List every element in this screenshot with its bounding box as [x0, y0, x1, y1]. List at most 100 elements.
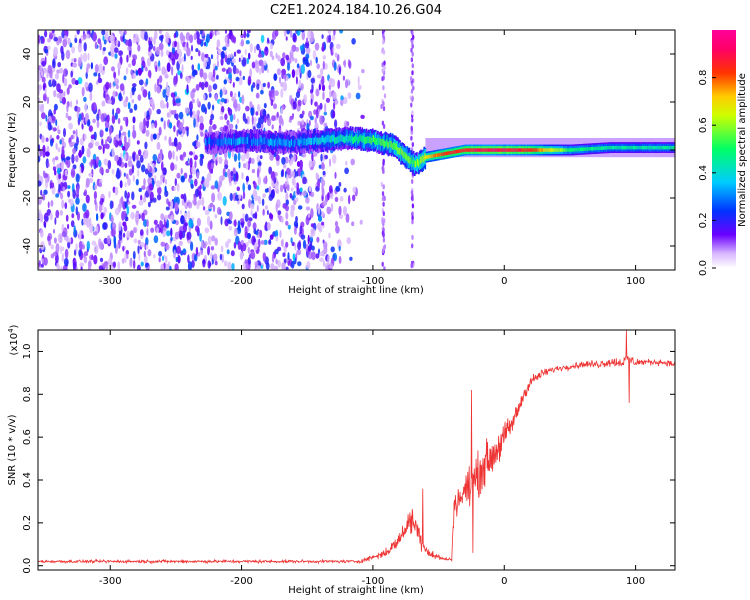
- heatmap-speckle: [291, 44, 297, 52]
- heatmap-speckle: [257, 53, 263, 58]
- heatmap-speckle: [269, 234, 274, 240]
- heatmap-speckle: [137, 239, 141, 245]
- heatmap-speckle: [239, 70, 242, 77]
- heatmap-speckle: [146, 57, 151, 67]
- ridge-cell: [449, 151, 452, 155]
- heatmap-speckle: [209, 220, 213, 230]
- heatmap-speckle: [194, 160, 197, 168]
- ridge-cell: [496, 148, 499, 152]
- heatmap-speckle: [164, 135, 167, 141]
- heatmap-speckle: [229, 90, 233, 98]
- heatmap-speckle: [213, 253, 218, 262]
- heatmap-speckle: [328, 84, 332, 91]
- heatmap-speckle: [307, 245, 312, 252]
- heatmap-speckle: [311, 152, 314, 162]
- heatmap-speckle: [322, 170, 326, 176]
- heatmap-speckle: [122, 221, 127, 227]
- heatmap-speckle: [239, 251, 243, 260]
- heatmap-speckle: [181, 199, 185, 206]
- heatmap-speckle: [55, 253, 59, 264]
- heatmap-speckle: [259, 155, 263, 160]
- heatmap-speckle: [78, 240, 83, 250]
- heatmap-streak: [410, 125, 413, 131]
- heatmap-speckle: [76, 186, 80, 195]
- ridge-cell: [387, 141, 390, 149]
- heatmap-speckle: [100, 113, 105, 123]
- heatmap-speckle: [104, 261, 109, 266]
- ridge-cell: [615, 145, 618, 150]
- heatmap-speckle: [165, 255, 168, 264]
- heatmap-speckle: [285, 266, 289, 270]
- heatmap-speckle: [105, 30, 109, 39]
- bottom-y-ticks: 0.00.20.40.60.81.0: [22, 343, 675, 574]
- x-tick-label: 0: [501, 276, 507, 287]
- heatmap-speckle: [88, 177, 93, 183]
- heatmap-speckle: [214, 237, 218, 246]
- heatmap-speckle: [67, 37, 71, 45]
- heatmap-speckle: [251, 157, 255, 165]
- heatmap-speckle: [45, 114, 48, 122]
- heatmap-speckle: [165, 243, 170, 251]
- heatmap-speckle: [187, 254, 190, 264]
- ridge-cell: [503, 148, 505, 152]
- ridge-cell: [273, 139, 275, 147]
- heatmap-speckle: [321, 84, 326, 92]
- ridge-cell: [305, 139, 308, 146]
- heatmap-speckle: [129, 230, 134, 238]
- ridge-cell: [546, 148, 548, 152]
- ridge-cell: [239, 137, 242, 145]
- heatmap-speckle: [186, 84, 189, 94]
- heatmap-speckle: [139, 154, 144, 163]
- heatmap-speckle: [189, 34, 194, 44]
- ridge-cell: [387, 133, 390, 150]
- ridge-cell: [564, 148, 566, 152]
- heatmap-speckle: [271, 115, 276, 122]
- heatmap-speckle: [97, 38, 101, 45]
- heatmap-speckle: [144, 141, 148, 150]
- ridge-cell: [516, 148, 519, 152]
- heatmap-speckle: [299, 45, 304, 51]
- ridge-cell: [303, 138, 306, 145]
- ridge-cell: [402, 150, 404, 158]
- heatmap-speckle: [76, 136, 79, 146]
- ridge-cell: [377, 138, 379, 146]
- ridge-cell: [326, 135, 329, 142]
- heatmap-speckle: [62, 227, 68, 238]
- heatmap-speckle: [63, 77, 68, 87]
- heatmap-speckle: [293, 226, 297, 235]
- ridge-cell: [320, 137, 323, 145]
- ridge-cell: [532, 148, 535, 152]
- heatmap-speckle: [175, 98, 180, 104]
- heatmap-speckle: [160, 34, 163, 43]
- heatmap-speckle: [342, 96, 348, 105]
- heatmap-speckle: [65, 156, 71, 161]
- heatmap-speckle: [85, 113, 89, 121]
- heatmap-speckle: [217, 191, 223, 201]
- bottom-y-scale-label: (x104): [7, 324, 20, 355]
- ridge-cell: [339, 135, 341, 143]
- ridge-cell: [400, 146, 402, 154]
- heatmap-speckle: [339, 30, 344, 34]
- heatmap-speckle: [226, 119, 230, 126]
- heatmap-speckle: [273, 103, 277, 110]
- heatmap-speckle: [164, 185, 167, 193]
- heatmap-streak: [412, 34, 415, 40]
- ridge-cell: [444, 152, 447, 156]
- heatmap-speckle: [154, 30, 158, 40]
- ridge-cell: [566, 148, 568, 152]
- heatmap-speckle: [179, 230, 183, 240]
- ridge-cell: [471, 148, 474, 152]
- heatmap-speckle: [83, 96, 87, 103]
- ridge-cell: [523, 148, 525, 152]
- heatmap-speckle: [66, 87, 70, 95]
- heatmap-speckle: [230, 34, 235, 43]
- ridge-cell: [577, 147, 580, 152]
- heatmap-speckle: [162, 89, 167, 98]
- heatmap-speckle: [78, 249, 82, 257]
- heatmap-streak: [382, 158, 385, 164]
- heatmap-speckle: [146, 110, 150, 118]
- y-tick-label: 0.4: [22, 472, 33, 488]
- ridge-cell: [314, 137, 316, 145]
- heatmap-speckle: [174, 178, 177, 187]
- heatmap-speckle: [141, 164, 146, 173]
